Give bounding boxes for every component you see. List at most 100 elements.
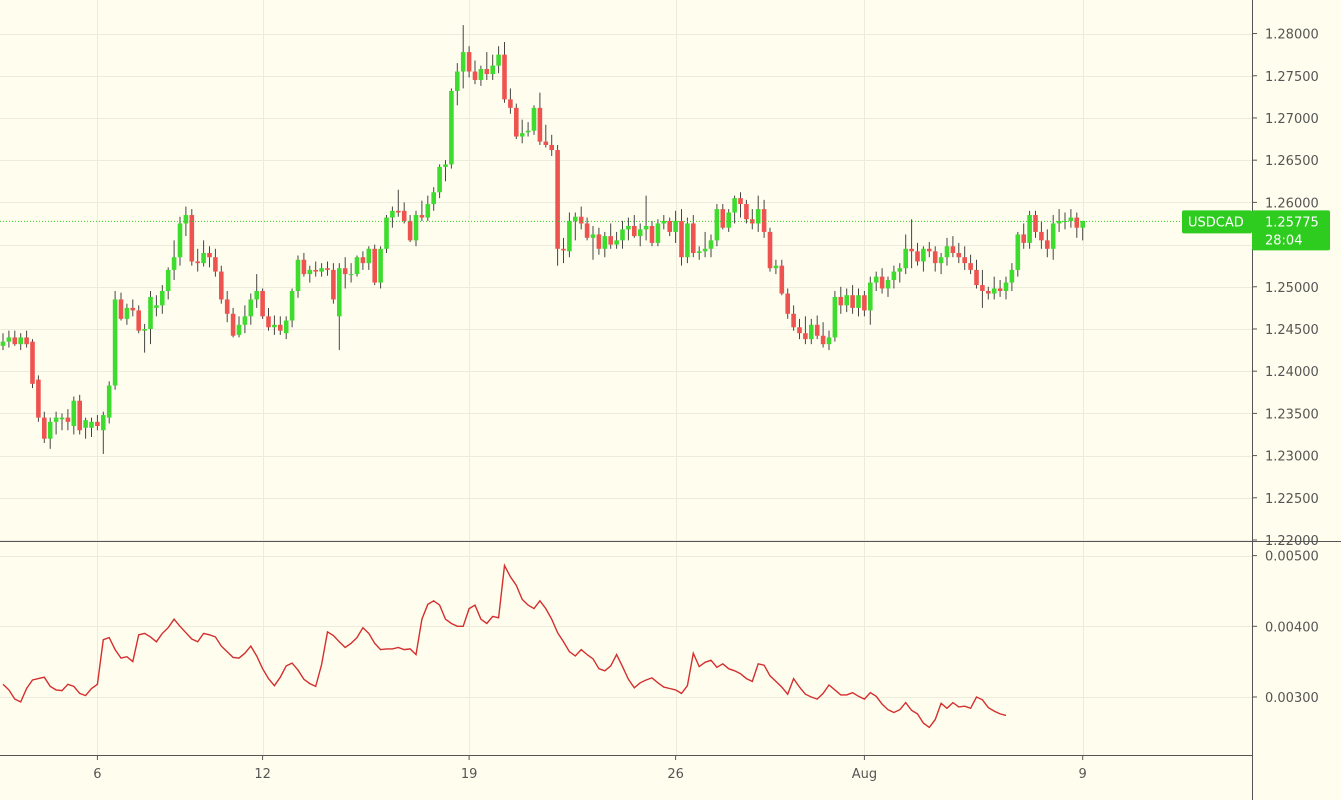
candle[interactable] bbox=[626, 217, 631, 241]
candle[interactable] bbox=[632, 215, 637, 238]
candle[interactable] bbox=[602, 231, 608, 258]
candle[interactable] bbox=[254, 274, 259, 308]
candle[interactable] bbox=[590, 226, 596, 260]
candle[interactable] bbox=[331, 263, 336, 304]
candle[interactable] bbox=[160, 285, 165, 314]
candle[interactable] bbox=[407, 215, 413, 243]
candle[interactable] bbox=[89, 417, 94, 438]
candle[interactable] bbox=[230, 307, 236, 338]
candle[interactable] bbox=[183, 206, 189, 237]
candle[interactable] bbox=[673, 210, 678, 243]
candle[interactable] bbox=[301, 253, 307, 277]
candle[interactable] bbox=[561, 237, 566, 264]
candle[interactable] bbox=[738, 192, 743, 218]
candle[interactable] bbox=[307, 265, 313, 283]
candle[interactable] bbox=[708, 234, 714, 258]
candle[interactable] bbox=[295, 255, 301, 298]
candle[interactable] bbox=[12, 330, 18, 346]
candle[interactable] bbox=[124, 303, 130, 325]
candle[interactable] bbox=[1056, 209, 1062, 232]
candle[interactable] bbox=[1074, 212, 1080, 238]
candle[interactable] bbox=[1027, 210, 1032, 249]
candle[interactable] bbox=[826, 330, 832, 351]
candle[interactable] bbox=[431, 187, 436, 211]
candle[interactable] bbox=[844, 288, 849, 313]
candle[interactable] bbox=[980, 269, 985, 308]
candle[interactable] bbox=[272, 315, 277, 335]
candle[interactable] bbox=[401, 202, 407, 224]
candle[interactable] bbox=[112, 290, 118, 390]
candle[interactable] bbox=[508, 88, 513, 114]
candle[interactable] bbox=[118, 292, 124, 321]
candle[interactable] bbox=[620, 220, 625, 249]
candle[interactable] bbox=[484, 52, 490, 80]
candle[interactable] bbox=[390, 206, 395, 228]
candle[interactable] bbox=[856, 288, 861, 317]
candle[interactable] bbox=[962, 246, 967, 270]
atr-indicator-line[interactable] bbox=[2, 563, 1007, 729]
candle[interactable] bbox=[750, 209, 755, 230]
candle[interactable] bbox=[348, 263, 354, 283]
candle[interactable] bbox=[1039, 220, 1044, 249]
candle[interactable] bbox=[850, 285, 855, 314]
candle[interactable] bbox=[413, 210, 419, 247]
candle[interactable] bbox=[927, 242, 932, 258]
candle[interactable] bbox=[42, 411, 47, 443]
candle[interactable] bbox=[809, 318, 814, 345]
candle[interactable] bbox=[77, 394, 82, 435]
candle[interactable] bbox=[242, 305, 248, 334]
candle[interactable] bbox=[6, 330, 12, 348]
candle[interactable] bbox=[289, 288, 295, 328]
candle[interactable] bbox=[525, 122, 531, 137]
candle[interactable] bbox=[478, 65, 484, 86]
candle[interactable] bbox=[661, 215, 667, 230]
candle[interactable] bbox=[18, 333, 23, 351]
candle[interactable] bbox=[950, 236, 956, 258]
candle[interactable] bbox=[266, 307, 271, 331]
candle[interactable] bbox=[921, 246, 926, 272]
candle[interactable] bbox=[785, 288, 790, 319]
candle[interactable] bbox=[773, 259, 779, 275]
candle[interactable] bbox=[384, 215, 389, 254]
candle[interactable] bbox=[319, 263, 324, 277]
candle[interactable] bbox=[313, 261, 318, 277]
candle[interactable] bbox=[932, 246, 938, 272]
candle[interactable] bbox=[195, 248, 200, 272]
candle[interactable] bbox=[679, 209, 684, 266]
candle[interactable] bbox=[744, 199, 749, 224]
candle[interactable] bbox=[596, 227, 602, 255]
candle[interactable] bbox=[1021, 223, 1026, 249]
candle[interactable] bbox=[997, 280, 1003, 297]
candle[interactable] bbox=[396, 189, 401, 217]
candle[interactable] bbox=[702, 231, 708, 258]
candle[interactable] bbox=[449, 88, 454, 169]
candle[interactable] bbox=[685, 217, 690, 264]
candle[interactable] bbox=[573, 212, 578, 241]
candle[interactable] bbox=[248, 293, 254, 325]
candle[interactable] bbox=[71, 396, 77, 435]
candle[interactable] bbox=[944, 237, 950, 266]
candle[interactable] bbox=[726, 209, 731, 232]
candle[interactable] bbox=[354, 255, 360, 277]
candle[interactable] bbox=[278, 316, 283, 335]
candle[interactable] bbox=[366, 246, 372, 270]
candle[interactable] bbox=[643, 195, 649, 241]
candle[interactable] bbox=[909, 219, 914, 269]
candle[interactable] bbox=[47, 417, 53, 449]
candle[interactable] bbox=[531, 105, 537, 135]
candle[interactable] bbox=[95, 415, 100, 431]
candle[interactable] bbox=[224, 290, 230, 323]
candle[interactable] bbox=[885, 276, 891, 297]
candle[interactable] bbox=[490, 54, 495, 80]
candle[interactable] bbox=[30, 339, 35, 389]
candle[interactable] bbox=[201, 240, 206, 267]
candle[interactable] bbox=[537, 92, 543, 145]
candle[interactable] bbox=[667, 217, 672, 237]
candle[interactable] bbox=[53, 411, 59, 435]
candle[interactable] bbox=[720, 204, 726, 230]
candle[interactable] bbox=[106, 381, 112, 424]
candle[interactable] bbox=[65, 409, 71, 431]
candle[interactable] bbox=[502, 41, 507, 103]
candle[interactable] bbox=[142, 323, 147, 353]
candle[interactable] bbox=[1045, 229, 1050, 258]
